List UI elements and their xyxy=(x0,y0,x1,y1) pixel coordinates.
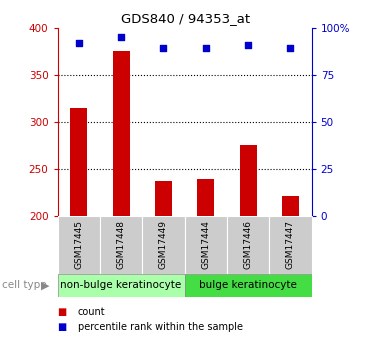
Text: GDS840 / 94353_at: GDS840 / 94353_at xyxy=(121,12,250,25)
Bar xyxy=(58,216,100,274)
Text: ▶: ▶ xyxy=(41,280,49,290)
Bar xyxy=(227,216,269,274)
Text: bulge keratinocyte: bulge keratinocyte xyxy=(199,280,297,290)
Bar xyxy=(58,274,185,297)
Text: count: count xyxy=(78,307,105,317)
Bar xyxy=(185,274,312,297)
Text: GSM17446: GSM17446 xyxy=(244,220,253,269)
Point xyxy=(160,46,166,51)
Text: non-bulge keratinocyte: non-bulge keratinocyte xyxy=(60,280,182,290)
Bar xyxy=(155,181,172,216)
Bar xyxy=(282,196,299,216)
Bar xyxy=(112,51,129,216)
Text: percentile rank within the sample: percentile rank within the sample xyxy=(78,322,243,332)
Point xyxy=(245,42,251,47)
Point xyxy=(118,34,124,40)
Bar xyxy=(142,216,185,274)
Text: GSM17445: GSM17445 xyxy=(74,220,83,269)
Text: GSM17448: GSM17448 xyxy=(116,220,125,269)
Bar xyxy=(269,216,312,274)
Text: GSM17449: GSM17449 xyxy=(159,220,168,269)
Point xyxy=(203,46,209,51)
Bar xyxy=(197,179,214,216)
Bar xyxy=(185,216,227,274)
Bar xyxy=(70,108,87,216)
Text: ■: ■ xyxy=(58,322,67,332)
Text: ■: ■ xyxy=(58,307,67,317)
Bar xyxy=(240,145,257,216)
Bar xyxy=(100,216,142,274)
Text: cell type: cell type xyxy=(2,280,46,290)
Text: GSM17444: GSM17444 xyxy=(201,220,210,269)
Text: GSM17447: GSM17447 xyxy=(286,220,295,269)
Point xyxy=(288,46,293,51)
Point xyxy=(76,40,82,46)
